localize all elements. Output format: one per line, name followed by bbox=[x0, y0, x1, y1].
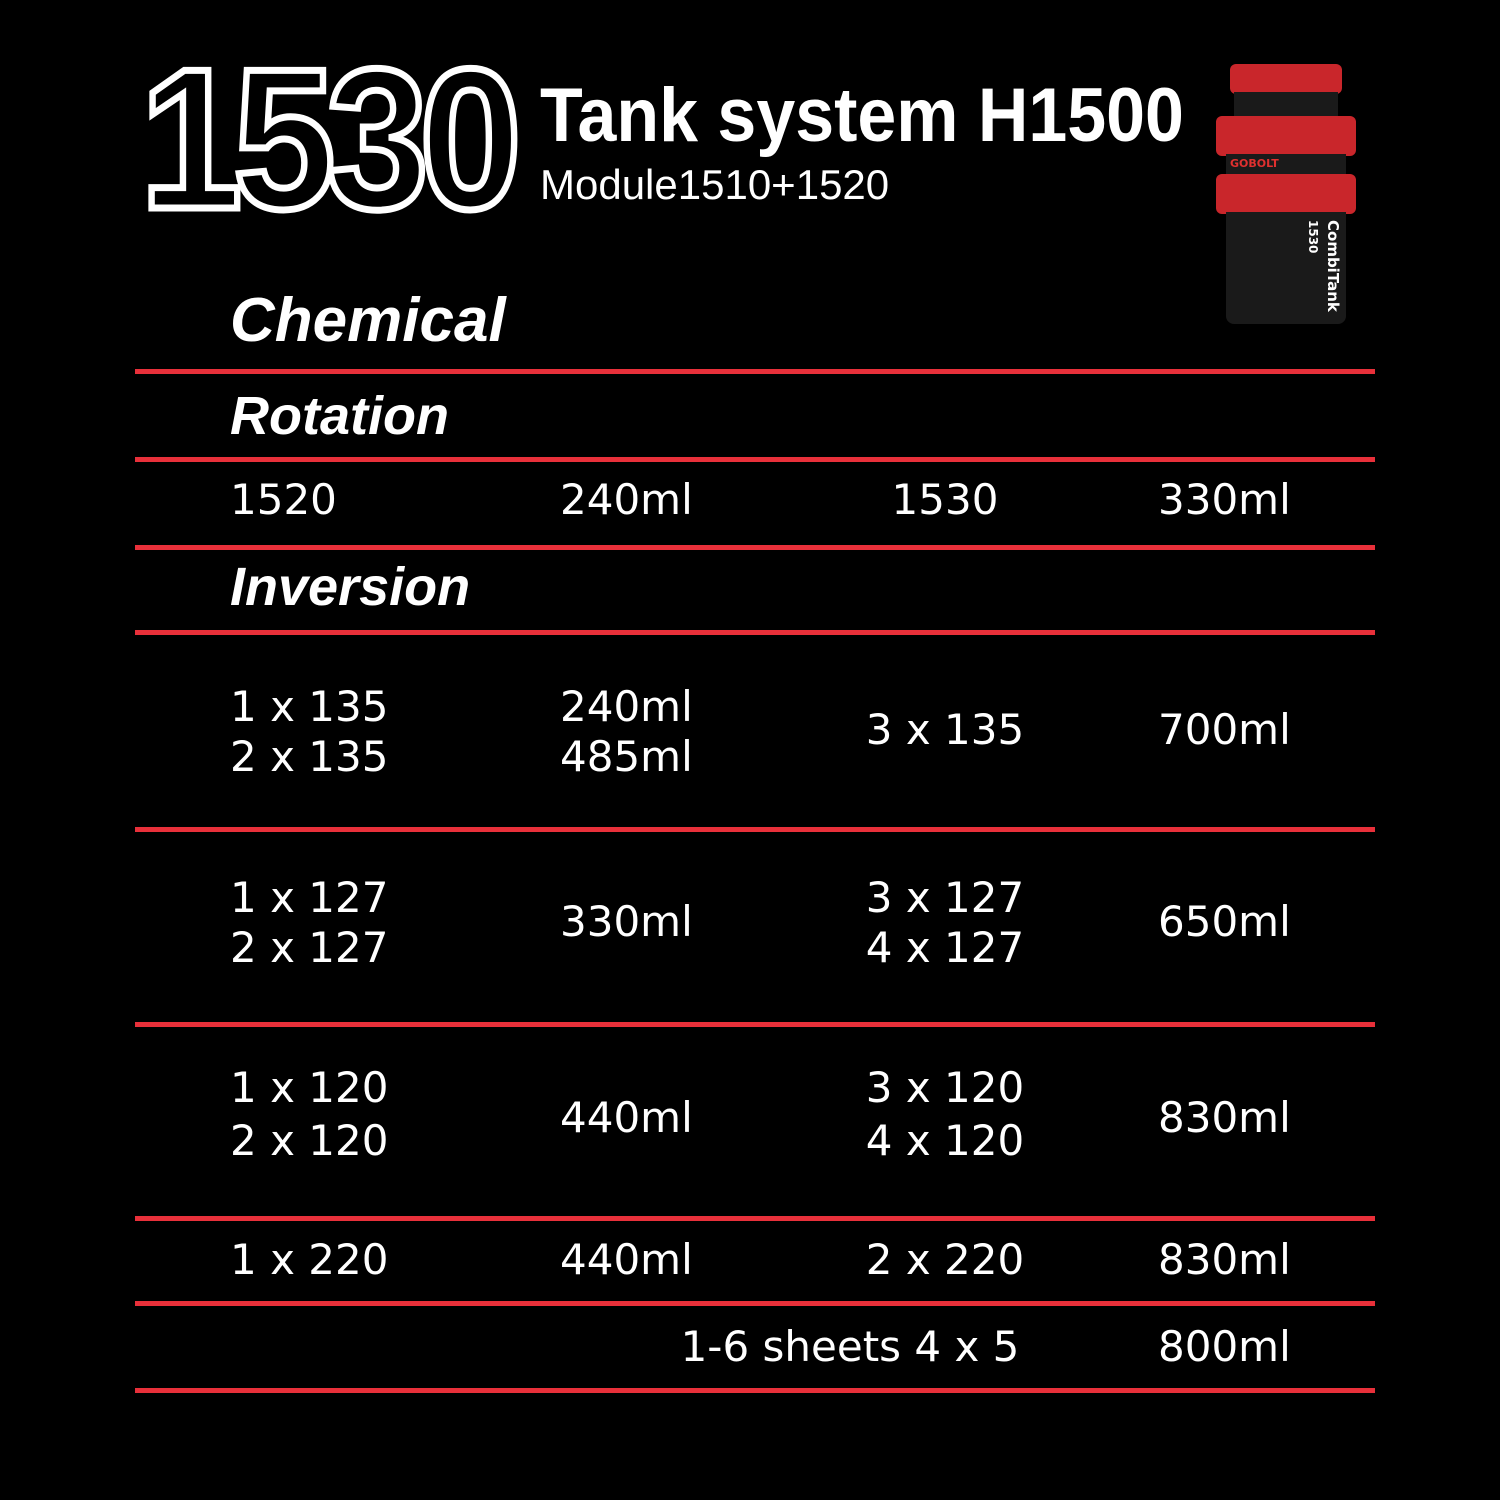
section-rotation: Rotation bbox=[230, 386, 449, 446]
divider bbox=[135, 827, 1375, 832]
model-number: 1530 bbox=[137, 28, 525, 251]
inversion-cell: 2 x 127 bbox=[230, 923, 389, 972]
inversion-cell: 700ml bbox=[1158, 705, 1291, 754]
page-title: Tank system H1500 bbox=[540, 73, 1184, 158]
divider bbox=[135, 1216, 1375, 1221]
inversion-cell: 2 x 135 bbox=[230, 732, 389, 781]
product-label: CombiTank bbox=[1324, 220, 1342, 312]
inversion-cell: 240ml bbox=[560, 682, 693, 731]
product-band: GOBOLT bbox=[1226, 154, 1346, 176]
rotation-volume-b: 330ml bbox=[1158, 475, 1291, 524]
inversion-cell: 3 x 127 bbox=[865, 873, 1025, 922]
inversion-cell: 3 x 135 bbox=[865, 705, 1025, 754]
section-chemical: Chemical bbox=[230, 286, 506, 355]
sheets-format: 1-6 sheets 4 x 5 bbox=[680, 1322, 1020, 1371]
inversion-cell: 3 x 120 bbox=[865, 1063, 1025, 1112]
divider bbox=[135, 1388, 1375, 1393]
inversion-cell: 440ml bbox=[560, 1235, 693, 1284]
page-subtitle: Module1510+1520 bbox=[540, 161, 890, 208]
inversion-cell: 1 x 120 bbox=[230, 1063, 389, 1112]
divider bbox=[135, 369, 1375, 374]
inversion-cell: 1 x 127 bbox=[230, 873, 389, 922]
inversion-cell: 830ml bbox=[1158, 1235, 1291, 1284]
product-image: GOBOLT CombiTank 1530 bbox=[1214, 64, 1358, 326]
divider bbox=[135, 457, 1375, 462]
inversion-cell: 440ml bbox=[560, 1093, 693, 1142]
inversion-cell: 650ml bbox=[1158, 897, 1291, 946]
divider bbox=[135, 630, 1375, 635]
inversion-cell: 330ml bbox=[560, 897, 693, 946]
product-body: CombiTank 1530 bbox=[1226, 212, 1346, 324]
inversion-cell: 485ml bbox=[560, 732, 693, 781]
rotation-model-a: 1520 bbox=[230, 475, 337, 524]
product-upper-ring bbox=[1216, 116, 1356, 156]
divider bbox=[135, 1022, 1375, 1027]
inversion-cell: 1 x 220 bbox=[230, 1235, 389, 1284]
product-lower-ring bbox=[1216, 174, 1356, 214]
inversion-cell: 4 x 127 bbox=[865, 923, 1025, 972]
product-label-model: 1530 bbox=[1306, 220, 1320, 254]
inversion-cell: 1 x 135 bbox=[230, 682, 389, 731]
product-brand-logo: GOBOLT bbox=[1230, 157, 1279, 170]
inversion-cell: 2 x 120 bbox=[230, 1116, 389, 1165]
inversion-cell: 2 x 220 bbox=[865, 1235, 1025, 1284]
section-inversion: Inversion bbox=[230, 557, 471, 617]
inversion-cell: 4 x 120 bbox=[865, 1116, 1025, 1165]
sheets-volume: 800ml bbox=[1158, 1322, 1291, 1371]
inversion-cell: 830ml bbox=[1158, 1093, 1291, 1142]
rotation-volume-a: 240ml bbox=[560, 475, 693, 524]
product-top-cap bbox=[1230, 64, 1342, 94]
rotation-model-b: 1530 bbox=[891, 475, 999, 524]
divider bbox=[135, 545, 1375, 550]
divider bbox=[135, 1301, 1375, 1306]
